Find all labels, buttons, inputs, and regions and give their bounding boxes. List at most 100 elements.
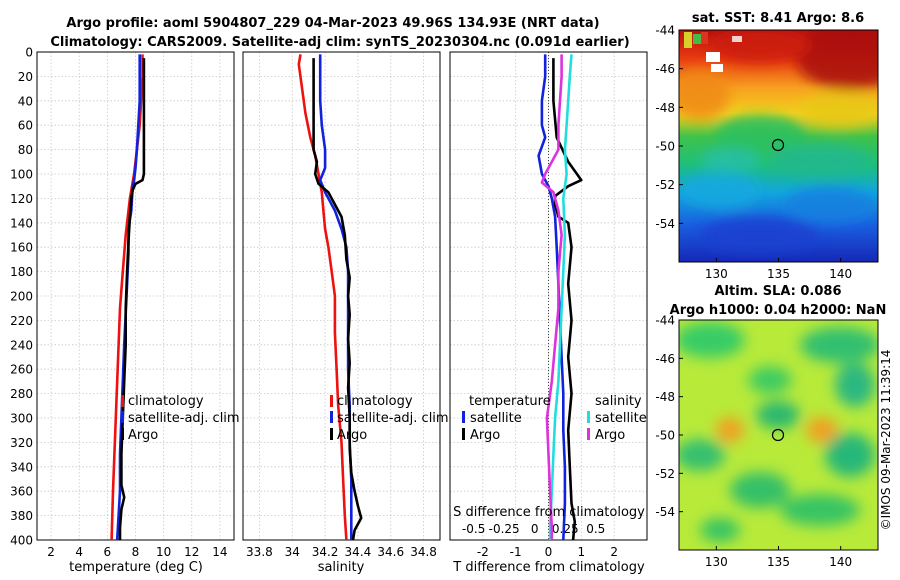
t-difference-xlabel: T difference from climatology bbox=[452, 560, 645, 575]
legend-climatology-swatch bbox=[121, 395, 124, 407]
legend-s-argo-swatch bbox=[587, 428, 590, 440]
depth-tick-label: 80 bbox=[18, 143, 33, 157]
map-lat-label: -46 bbox=[655, 352, 675, 366]
s-diff-tick-label: 0.25 bbox=[552, 522, 579, 536]
map-lat-label: -48 bbox=[655, 101, 675, 115]
difference-lines bbox=[537, 54, 583, 541]
x-tick-label: 34.2 bbox=[312, 545, 339, 559]
legend-argo-swatch bbox=[121, 428, 124, 440]
map-lat-label: -52 bbox=[655, 178, 675, 192]
salinity-legend: climatology satellite-adj. clim Argo bbox=[330, 394, 449, 443]
map-lon-label: 140 bbox=[829, 267, 852, 281]
depth-tick-label: 180 bbox=[10, 265, 33, 279]
map-lon-label: 140 bbox=[829, 555, 852, 569]
x-tick-label: 4 bbox=[75, 545, 83, 559]
legend-salinity-title: salinity bbox=[595, 394, 642, 409]
sst-map-ticks: 130 135 140 -44 -46 -48 -50 -52 -54 bbox=[655, 24, 852, 282]
x-tick-label: 34.8 bbox=[410, 545, 437, 559]
map-lat-label: -54 bbox=[655, 505, 675, 519]
map-lat-label: -50 bbox=[655, 429, 675, 443]
sst-argo-marker bbox=[771, 138, 785, 152]
x-tick-label: 6 bbox=[104, 545, 112, 559]
temperature-axes-box bbox=[36, 51, 235, 541]
map-lat-label: -44 bbox=[655, 24, 675, 38]
depth-tick-label: 220 bbox=[10, 314, 33, 328]
s-diff-tick-label: 0.5 bbox=[586, 522, 605, 536]
s-diff-tick-label: -0.5 bbox=[462, 522, 485, 536]
x-tick-label: 8 bbox=[132, 545, 140, 559]
legend-climatology: climatology bbox=[337, 394, 413, 409]
depth-tick-label: 240 bbox=[10, 338, 33, 352]
series-line-argo bbox=[312, 58, 363, 541]
series-line-temperature-satellite bbox=[537, 54, 567, 541]
legend-s-satellite: satellite bbox=[595, 411, 647, 426]
depth-tick-label: 0 bbox=[25, 46, 33, 60]
x-tick-label: 34.6 bbox=[377, 545, 404, 559]
map-lon-label: 130 bbox=[705, 555, 728, 569]
salinity-panel: 33.8 34 34.2 34.4 34.6 34.8 salinity climatol… bbox=[242, 51, 449, 575]
s-diff-tick-label: -0.25 bbox=[489, 522, 520, 536]
salinity-axes-box bbox=[242, 51, 441, 541]
depth-tick-label: 340 bbox=[10, 460, 33, 474]
depth-tick-label: 100 bbox=[10, 168, 33, 182]
legend-t-argo-swatch bbox=[462, 428, 465, 440]
series-line-salinity-argo bbox=[540, 54, 563, 540]
x-tick-label: 2 bbox=[47, 545, 55, 559]
x-tick-label: 14 bbox=[212, 545, 227, 559]
series-line-climatology bbox=[110, 54, 144, 541]
legend-s-satellite-swatch bbox=[587, 411, 590, 423]
depth-tick-label: 260 bbox=[10, 363, 33, 377]
legend-t-argo: Argo bbox=[470, 428, 500, 443]
temperature-grid bbox=[37, 52, 234, 540]
sla-map-ticks: 130 135 140 -44 -46 -48 -50 -52 -54 bbox=[655, 314, 852, 570]
map-lon-label: 130 bbox=[705, 267, 728, 281]
legend-s-argo: Argo bbox=[595, 428, 625, 443]
depth-tick-label: 160 bbox=[10, 241, 33, 255]
depth-tick-label: 280 bbox=[10, 387, 33, 401]
depth-tick-label: 380 bbox=[10, 509, 33, 523]
depth-tick-label: 140 bbox=[10, 216, 33, 230]
series-line-argo bbox=[118, 58, 146, 540]
map-lat-label: -46 bbox=[655, 62, 675, 76]
s-difference-xlabel: S difference from climatology bbox=[453, 505, 645, 520]
x-tick-label: -1 bbox=[510, 545, 522, 559]
depth-tick-label: 400 bbox=[10, 534, 33, 548]
sla-map-panel: Altim. SLA: 0.086 Argo h1000: 0.04 h2000… bbox=[655, 284, 886, 569]
legend-t-satellite: satellite bbox=[470, 411, 522, 426]
temperature-lines bbox=[110, 54, 146, 541]
temperature-panel: 0 20 40 60 80 100 120 140 160 180 200 220 240 260 280 3… bbox=[10, 46, 240, 576]
x-tick-label: -2 bbox=[477, 545, 489, 559]
depth-tick-label: 360 bbox=[10, 485, 33, 499]
s-diff-tick-label: 0 bbox=[531, 522, 539, 536]
x-tick-label: 0 bbox=[545, 545, 553, 559]
series-line-temperature-argo bbox=[552, 58, 583, 541]
series-line-climatology bbox=[297, 54, 348, 541]
map-lon-label: 135 bbox=[767, 555, 790, 569]
salinity-lines bbox=[297, 54, 363, 541]
legend-t-satellite-swatch bbox=[462, 411, 465, 423]
legend-satellite-swatch bbox=[121, 411, 124, 423]
map-lat-label: -48 bbox=[655, 390, 675, 404]
depth-tick-label: 300 bbox=[10, 412, 33, 426]
legend-satellite: satellite-adj. clim bbox=[337, 411, 449, 426]
series-line-salinity-satellite bbox=[548, 54, 573, 540]
legend-climatology: climatology bbox=[128, 394, 204, 409]
sla-argo-marker bbox=[771, 428, 785, 442]
difference-panel: -2 -1 0 1 2 -0.5 -0.25 0 0.25 0.5 T difference f… bbox=[449, 51, 648, 575]
t-difference-tick-labels: -2 -1 0 1 2 bbox=[477, 545, 618, 559]
sla-map-title-line1: Altim. SLA: 0.086 bbox=[715, 284, 842, 299]
depth-tick-label: 20 bbox=[18, 70, 33, 84]
temperature-tick-labels: 2 4 6 8 10 12 14 bbox=[47, 545, 227, 559]
depth-tick-labels: 0 20 40 60 80 100 120 140 160 180 200 220 240 260 280 3… bbox=[10, 46, 33, 548]
x-tick-label: 1 bbox=[578, 545, 586, 559]
legend-satellite: satellite-adj. clim bbox=[128, 411, 240, 426]
depth-tick-label: 40 bbox=[18, 94, 33, 108]
legend-climatology-swatch bbox=[330, 395, 333, 407]
temperature-xlabel: temperature (deg C) bbox=[69, 560, 203, 575]
map-lat-label: -54 bbox=[655, 217, 675, 231]
figure-title-line1: Argo profile: aoml 5904807_229 04-Mar-20… bbox=[66, 16, 599, 31]
x-tick-label: 33.8 bbox=[246, 545, 273, 559]
map-lat-label: -50 bbox=[655, 140, 675, 154]
sst-map-image bbox=[679, 30, 878, 262]
